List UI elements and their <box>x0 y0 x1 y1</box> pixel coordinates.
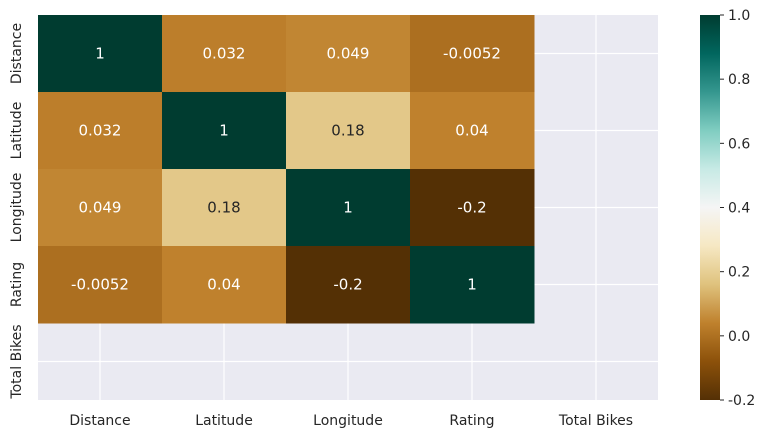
heatmap-cell <box>162 246 287 324</box>
colorbar-tick-label: -0.2 <box>728 393 755 409</box>
y-tick-label: Distance <box>9 23 25 84</box>
x-tick-label: Rating <box>449 413 494 429</box>
colorbar-tick-label: 0.0 <box>728 329 750 345</box>
cell-value-label: 0.18 <box>331 122 364 140</box>
heatmap-cell <box>410 246 535 324</box>
heatmap-cell <box>286 92 411 170</box>
x-tick-label: Longitude <box>313 413 383 429</box>
cell-value-label: 0.049 <box>327 45 370 63</box>
cell-value-label: 1 <box>343 199 353 217</box>
heatmap-cell <box>410 92 535 170</box>
colorbar-tick-label: 0.8 <box>728 72 750 88</box>
x-axis-tick-labels: Distance Latitude Longitude Rating Total Bik… <box>69 413 633 429</box>
cell-value-label: 0.032 <box>203 45 246 63</box>
x-tick-label: Total Bikes <box>558 413 633 429</box>
y-tick-label: Longitude <box>9 173 25 243</box>
heatmap-cell <box>286 15 411 93</box>
colorbar-tick-label: 0.4 <box>728 201 750 217</box>
cell-value-label: 1 <box>219 122 229 140</box>
heatmap-cell <box>410 169 535 247</box>
x-tick-label: Latitude <box>195 413 253 429</box>
colorbar-gradient <box>700 15 720 400</box>
heatmap-cell <box>286 169 411 247</box>
heatmap-cell <box>38 15 163 93</box>
heatmap-cell <box>38 246 163 324</box>
cell-value-label: 0.049 <box>79 199 122 217</box>
cell-value-label: 1 <box>467 276 477 294</box>
cell-value-label: -0.0052 <box>443 45 501 63</box>
heatmap-annotations: 1 0.032 0.049 -0.0052 0.032 1 0.18 0.04 0.049 0.1… <box>71 45 501 294</box>
cell-value-label: 0.18 <box>207 199 240 217</box>
heatmap-cell <box>410 15 535 93</box>
colorbar-tick-label: 1.0 <box>728 8 750 24</box>
y-tick-label: Total Bikes <box>9 324 25 399</box>
heatmap-cell <box>38 92 163 170</box>
heatmap-cells <box>38 15 535 324</box>
cell-value-label: 0.032 <box>79 122 122 140</box>
heatmap-cell <box>162 15 287 93</box>
cell-value-label: -0.2 <box>457 199 486 217</box>
heatmap-cell <box>162 92 287 170</box>
cell-value-label: 0.04 <box>455 122 488 140</box>
y-axis-tick-labels: Distance Latitude Longitude Rating Total Bik… <box>9 23 25 400</box>
colorbar-tick-label: 0.2 <box>728 265 750 281</box>
cell-value-label: -0.2 <box>333 276 362 294</box>
cell-value-label: 1 <box>95 45 105 63</box>
heatmap-cell <box>286 246 411 324</box>
heatmap-cell <box>162 169 287 247</box>
x-tick-label: Distance <box>69 413 130 429</box>
colorbar: -0.2 0.0 0.2 0.4 0.6 0.8 1.0 <box>700 8 755 409</box>
y-tick-label: Latitude <box>9 102 25 160</box>
cell-value-label: -0.0052 <box>71 276 129 294</box>
y-tick-label: Rating <box>9 262 25 307</box>
heatmap-cell <box>38 169 163 247</box>
colorbar-tick-label: 0.6 <box>728 136 750 152</box>
cell-value-label: 0.04 <box>207 276 240 294</box>
